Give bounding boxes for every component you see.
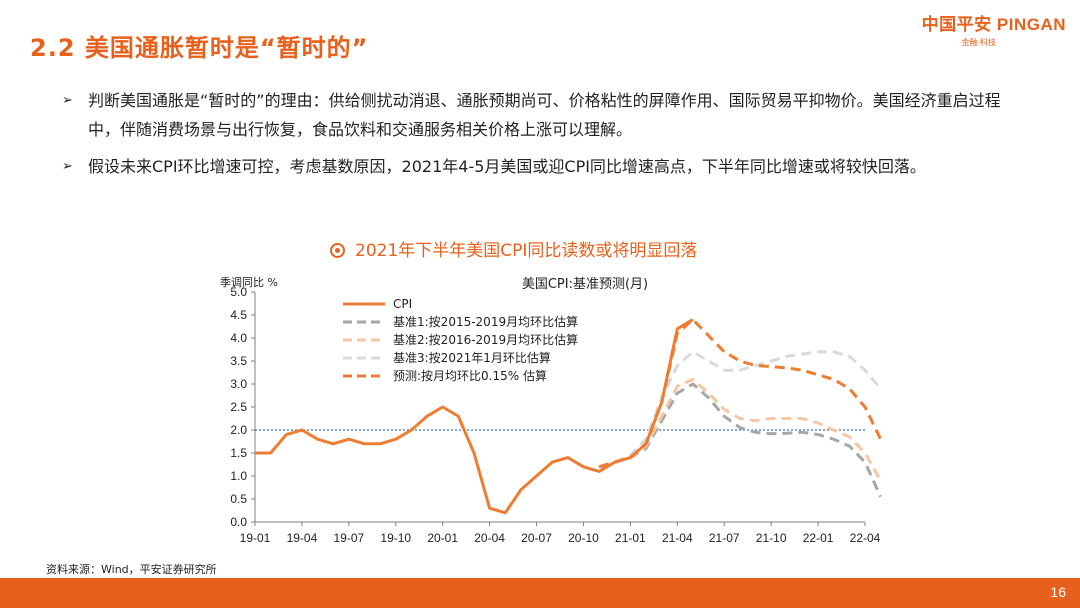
target-circle-icon bbox=[330, 243, 345, 258]
y-tick-label: 3.5 bbox=[230, 354, 247, 368]
chart-heading-text: 2021年下半年美国CPI同比读数或将明显回落 bbox=[355, 241, 698, 261]
series-line-0 bbox=[255, 318, 694, 515]
bullet-text: 判断美国通胀是“暂时的”的理由：供给侧扰动消退、通胀预期尚可、价格粘性的屏障作用… bbox=[88, 91, 1001, 139]
bullet-item: ➢ 判断美国通胀是“暂时的”的理由：供给侧扰动消退、通胀预期尚可、价格粘性的屏障… bbox=[62, 86, 1032, 144]
y-tick-label: 3.0 bbox=[230, 377, 247, 391]
y-tick-label: 2.5 bbox=[230, 400, 247, 414]
series-line-1 bbox=[598, 382, 882, 498]
pingan-logo: 中国平安 PINGAN 金融·科技 bbox=[922, 10, 1066, 48]
x-tick-label: 19-07 bbox=[333, 531, 364, 545]
chart-title: 美国CPI:基准预测(月) bbox=[522, 277, 648, 292]
x-tick-label: 19-01 bbox=[240, 531, 271, 545]
x-tick-label: 20-07 bbox=[521, 531, 552, 545]
x-tick-label: 22-04 bbox=[850, 531, 881, 545]
legend-label-1: 基准1:按2015-2019月均环比估算 bbox=[393, 314, 578, 329]
legend-label-3: 基准3:按2021年1月环比估算 bbox=[393, 350, 551, 365]
slide-title: 2.2 美国通胀暂时是“暂时的” bbox=[30, 34, 369, 62]
x-tick-label: 20-10 bbox=[568, 531, 599, 545]
arrow-bullet-icon: ➢ bbox=[62, 159, 73, 174]
series-line-2 bbox=[598, 377, 882, 482]
y-tick-label: 1.5 bbox=[230, 446, 247, 460]
logo-text: 中国平安 PINGAN bbox=[921, 15, 1066, 34]
logo-tagline: 金融·科技 bbox=[961, 38, 996, 47]
y-tick-label: 4.5 bbox=[230, 308, 247, 322]
bullet-list: ➢ 判断美国通胀是“暂时的”的理由：供给侧扰动消退、通胀预期尚可、价格粘性的屏障… bbox=[62, 86, 1032, 189]
y-tick-label: 5.0 bbox=[230, 285, 247, 299]
legend-label-0: CPI bbox=[393, 297, 412, 311]
x-tick-label: 21-10 bbox=[756, 531, 787, 545]
x-tick-label: 19-10 bbox=[380, 531, 411, 545]
page-number: 16 bbox=[1050, 584, 1066, 600]
legend-label-4: 预测:按月均环比0.15% 估算 bbox=[393, 368, 547, 383]
source-note: 资料来源：Wind，平安证券研究所 bbox=[46, 563, 217, 576]
y-tick-label: 0.0 bbox=[230, 515, 247, 529]
x-tick-label: 21-04 bbox=[662, 531, 693, 545]
y-tick-label: 2.0 bbox=[230, 423, 247, 437]
x-tick-label: 22-01 bbox=[803, 531, 834, 545]
y-tick-label: 4.0 bbox=[230, 331, 247, 345]
x-tick-label: 21-01 bbox=[615, 531, 646, 545]
x-tick-label: 21-07 bbox=[709, 531, 740, 545]
x-tick-label: 20-04 bbox=[474, 531, 505, 545]
bullet-text: 假设未来CPI环比增速可控，考虑基数原因，2021年4-5月美国或迎CPI同比增… bbox=[88, 157, 926, 176]
y-axis-label: 季调同比 % bbox=[220, 276, 278, 289]
legend-label-2: 基准2:按2016-2019月均环比估算 bbox=[393, 332, 578, 347]
series-line-3 bbox=[598, 350, 882, 469]
footer-bar bbox=[0, 578, 1080, 608]
bullet-item: ➢ 假设未来CPI环比增速可控，考虑基数原因，2021年4-5月美国或迎CPI同… bbox=[62, 152, 1032, 181]
y-tick-label: 1.0 bbox=[230, 469, 247, 483]
arrow-bullet-icon: ➢ bbox=[62, 93, 73, 108]
x-tick-label: 19-04 bbox=[287, 531, 318, 545]
chart-heading: 2021年下半年美国CPI同比读数或将明显回落 bbox=[330, 236, 697, 261]
x-tick-label: 20-01 bbox=[427, 531, 458, 545]
y-tick-label: 0.5 bbox=[230, 492, 247, 506]
